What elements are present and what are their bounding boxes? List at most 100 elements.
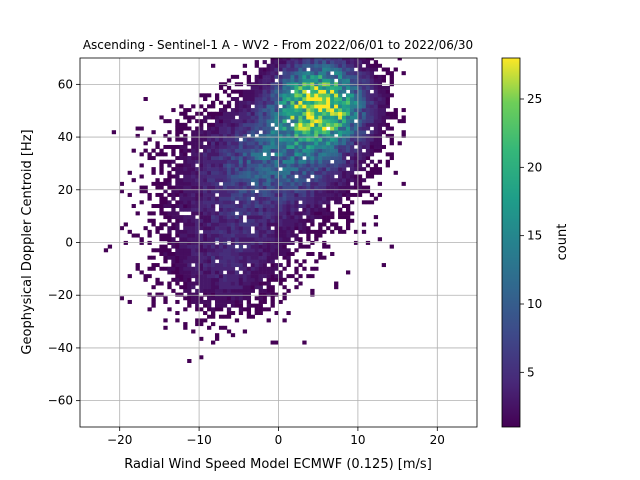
heatmap-cell: [318, 89, 323, 94]
heatmap-cell: [214, 277, 220, 282]
heatmap-cell: [330, 58, 335, 61]
heatmap-cell: [294, 204, 299, 209]
heatmap-cell: [230, 211, 236, 216]
heatmap-cell: [226, 277, 232, 282]
heatmap-cell: [365, 93, 371, 98]
heatmap-cell: [187, 263, 192, 268]
heatmap-cell: [361, 78, 367, 83]
heatmap-cell: [258, 163, 263, 168]
heatmap-cell: [345, 108, 351, 113]
heatmap-cell: [338, 126, 343, 131]
heatmap-cell: [349, 97, 355, 101]
heatmap-cell: [167, 200, 172, 205]
heatmap-cell: [179, 240, 184, 245]
heatmap-cell: [357, 178, 363, 183]
heatmap-cell: [334, 122, 339, 127]
heatmap-cell: [218, 240, 224, 245]
heatmap-cell: [246, 89, 252, 94]
heatmap-cell: [250, 141, 255, 146]
heatmap-cell: [278, 233, 283, 238]
heatmap-cell: [282, 170, 287, 175]
heatmap-cell: [361, 122, 367, 127]
heatmap-cell: [334, 60, 339, 65]
heatmap-cell: [294, 215, 299, 220]
heatmap-cell: [250, 108, 255, 113]
heatmap-cell: [298, 63, 303, 68]
heatmap-cell: [381, 74, 386, 79]
heatmap-cell: [302, 181, 307, 186]
heatmap-cell: [222, 189, 228, 194]
heatmap-cell: [342, 119, 347, 124]
heatmap-cell: [266, 244, 271, 249]
heatmap-cell: [322, 170, 327, 175]
heatmap-cell: [207, 218, 212, 223]
heatmap-cell: [266, 159, 271, 164]
heatmap-cell: [258, 207, 263, 212]
heatmap-cell: [345, 97, 351, 101]
heatmap-cell: [147, 266, 152, 271]
x-tick-label: −10: [186, 433, 211, 447]
heatmap-cell: [183, 266, 188, 271]
heatmap-cell: [349, 122, 355, 127]
heatmap-cell: [163, 200, 168, 205]
heatmap-cell: [334, 137, 339, 142]
heatmap-cell: [322, 207, 327, 212]
heatmap-cell: [306, 152, 311, 157]
heatmap-cell: [282, 196, 287, 201]
heatmap-cell: [207, 104, 212, 109]
heatmap-cell: [234, 89, 240, 94]
heatmap-cell: [207, 192, 212, 197]
heatmap-cell: [294, 58, 299, 61]
heatmap-cell: [322, 200, 327, 205]
heatmap-cell: [286, 63, 291, 68]
heatmap-cell: [330, 189, 335, 194]
heatmap-cell: [234, 215, 240, 220]
heatmap-cell: [222, 207, 228, 212]
heatmap-cell: [258, 248, 263, 253]
heatmap-cell: [389, 126, 394, 131]
heatmap-cell: [139, 189, 144, 194]
heatmap-cell: [353, 181, 359, 186]
heatmap-cell: [338, 133, 343, 138]
heatmap-cell: [258, 237, 263, 242]
heatmap-cell: [330, 111, 335, 116]
heatmap-cell: [258, 192, 263, 197]
heatmap-cell: [274, 100, 279, 105]
heatmap-cell: [167, 130, 172, 135]
heatmap-cell: [203, 263, 208, 268]
heatmap-cell: [330, 174, 335, 179]
heatmap-cell: [222, 122, 228, 127]
heatmap-cell: [282, 277, 287, 282]
heatmap-cell: [298, 115, 303, 120]
heatmap-cell: [254, 108, 259, 113]
heatmap-cell: [246, 307, 252, 312]
heatmap-cell: [314, 259, 319, 264]
heatmap-cell: [183, 325, 188, 330]
heatmap-cell: [230, 218, 236, 223]
heatmap-cell: [211, 178, 216, 183]
heatmap-cell: [266, 251, 271, 256]
heatmap-cell: [191, 159, 196, 164]
heatmap-cell: [361, 141, 367, 146]
heatmap-cell: [349, 104, 355, 109]
heatmap-cell: [230, 266, 236, 271]
heatmap-cell: [254, 78, 259, 83]
heatmap-cell: [222, 226, 228, 231]
heatmap-cell: [258, 74, 263, 79]
heatmap-cell: [270, 211, 275, 216]
heatmap-cell: [353, 148, 359, 153]
heatmap-cell: [238, 156, 244, 161]
heatmap-cell: [230, 333, 236, 338]
heatmap-cell: [306, 93, 311, 98]
heatmap-cell: [222, 159, 228, 164]
heatmap-cell: [262, 237, 267, 242]
heatmap-cell: [254, 63, 259, 68]
heatmap-cell: [195, 248, 200, 253]
heatmap-cell: [175, 226, 180, 231]
heatmap-cell: [147, 255, 152, 260]
heatmap-cell: [258, 222, 263, 227]
heatmap-cell: [278, 93, 283, 98]
heatmap-cell: [211, 263, 216, 268]
heatmap-cell: [393, 115, 398, 120]
heatmap-cell: [381, 263, 386, 268]
